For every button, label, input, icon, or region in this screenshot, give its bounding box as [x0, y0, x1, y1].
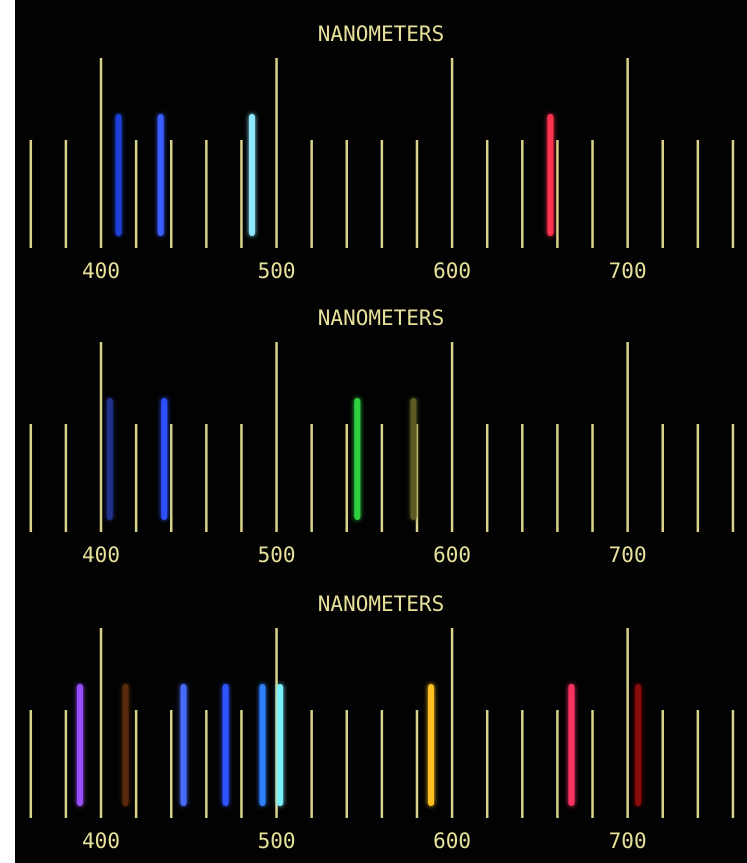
- x-tick-label: 400: [82, 543, 120, 567]
- x-tick-label: 400: [82, 259, 120, 283]
- emission-line: [115, 114, 122, 236]
- panel-title: NANOMETERS: [318, 592, 444, 616]
- emission-line: [222, 684, 229, 806]
- x-tick-label: 400: [82, 829, 120, 853]
- emission-line: [122, 684, 129, 806]
- emission-line: [180, 684, 187, 806]
- emission-line: [76, 684, 83, 806]
- emission-line: [547, 114, 554, 236]
- emission-line: [161, 398, 168, 520]
- emission-line: [635, 684, 642, 806]
- x-tick-label: 600: [433, 829, 471, 853]
- emission-line: [157, 114, 164, 236]
- panel-title: NANOMETERS: [318, 22, 444, 46]
- emission-line: [568, 684, 575, 806]
- emission-line: [106, 398, 113, 520]
- x-tick-label: 700: [609, 259, 647, 283]
- x-tick-label: 600: [433, 543, 471, 567]
- emission-line: [277, 684, 284, 806]
- emission-line: [248, 114, 255, 236]
- panel-title: NANOMETERS: [318, 306, 444, 330]
- emission-line: [354, 398, 361, 520]
- x-tick-label: 500: [258, 829, 296, 853]
- emission-line: [428, 684, 435, 806]
- left-margin: [0, 0, 15, 863]
- x-tick-label: 500: [258, 543, 296, 567]
- emission-line: [410, 398, 417, 520]
- x-tick-label: 500: [258, 259, 296, 283]
- x-tick-label: 700: [609, 829, 647, 853]
- x-tick-label: 600: [433, 259, 471, 283]
- x-tick-label: 700: [609, 543, 647, 567]
- emission-line: [259, 684, 266, 806]
